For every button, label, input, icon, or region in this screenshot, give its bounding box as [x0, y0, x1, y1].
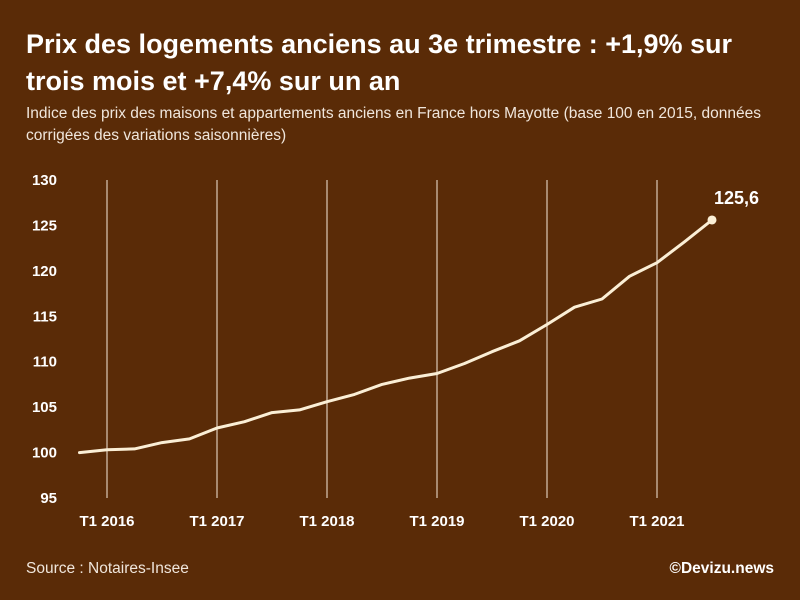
chart-title: Prix des logements anciens au 3e trimest… — [26, 29, 733, 96]
gridlines — [106, 180, 658, 498]
y-tick-label: 130 — [32, 172, 57, 189]
end-point-marker — [707, 215, 717, 225]
end-value-label: 125,6 — [714, 188, 759, 208]
x-tick-label: T1 2018 — [299, 513, 354, 530]
y-tick-label: 110 — [33, 354, 57, 371]
y-axis-ticks: 95 100 105 110 115 120 125 130 — [32, 172, 57, 507]
y-tick-label: 120 — [32, 263, 57, 280]
series-line — [78, 218, 714, 455]
series-layer: 125,6 — [78, 188, 759, 455]
y-tick-label: 100 — [32, 445, 57, 462]
y-tick-label: 95 — [40, 490, 57, 507]
x-tick-label: T1 2020 — [519, 513, 574, 530]
chart-subtitle: Indice des prix des maisons et apparteme… — [26, 105, 761, 144]
y-tick-label: 115 — [33, 308, 57, 325]
x-axis-ticks: T1 2016 T1 2017 T1 2018 T1 2019 T1 2020 T1 20… — [79, 513, 684, 530]
x-tick-label: T1 2021 — [629, 513, 684, 530]
y-tick-label: 105 — [32, 399, 57, 416]
x-tick-label: T1 2016 — [79, 513, 134, 530]
source-note: Source : Notaires-Insee — [26, 560, 189, 577]
y-tick-label: 125 — [32, 217, 57, 234]
x-tick-label: T1 2019 — [409, 513, 464, 530]
x-tick-label: T1 2017 — [189, 513, 244, 530]
credit-label: ©Devizu.news — [669, 560, 774, 577]
